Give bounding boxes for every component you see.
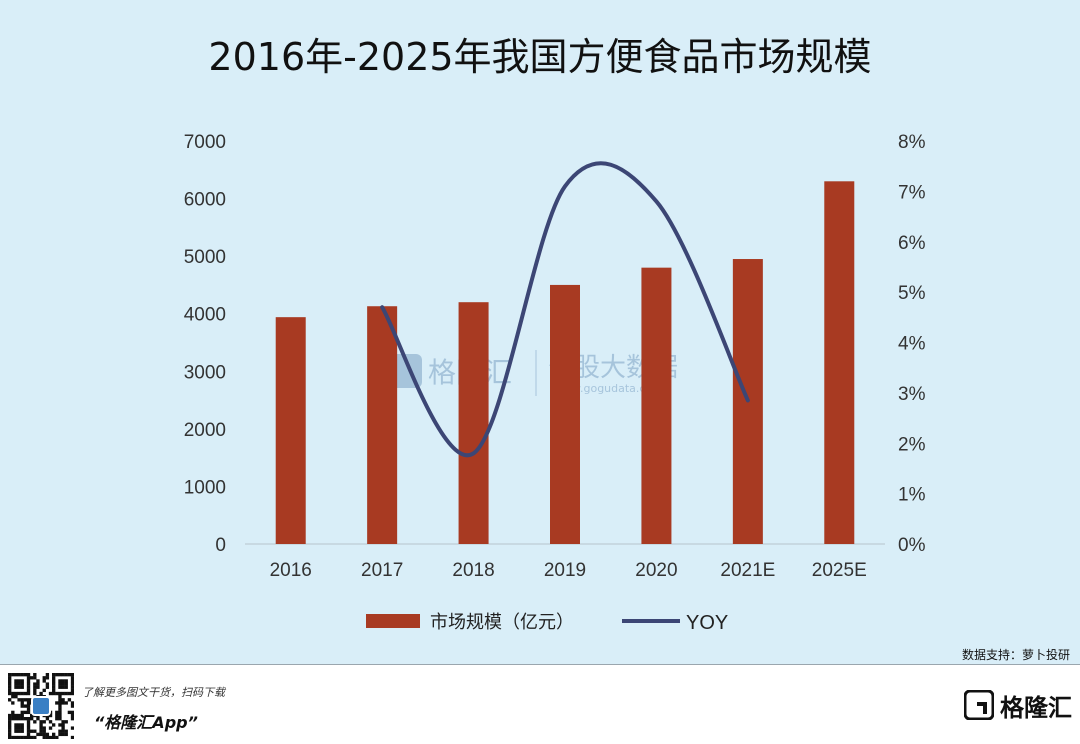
left-tick-label: 2000 xyxy=(184,420,226,441)
right-tick-label: 0% xyxy=(898,535,926,556)
left-tick-label: 3000 xyxy=(184,362,226,383)
left-tick-label: 5000 xyxy=(184,247,226,268)
legend-line-label: YOY xyxy=(686,612,728,634)
chart-area: 2016年-2025年我国方便食品市场规模 格隆汇 勾股大数据 www.gogu… xyxy=(183,35,926,634)
right-tick-label: 3% xyxy=(898,384,926,405)
divider xyxy=(0,664,1080,665)
right-tick-label: 2% xyxy=(898,434,926,455)
right-tick-label: 6% xyxy=(898,233,926,254)
left-tick-label: 7000 xyxy=(184,132,226,153)
right-tick-label: 1% xyxy=(898,485,926,506)
source-note: 数据支持：萝卜投研 xyxy=(961,648,1070,662)
right-tick-label: 5% xyxy=(898,283,926,304)
footer: 了解更多图文干货，扫码下载 “格隆汇App” 格隆汇 xyxy=(0,665,1080,744)
bars xyxy=(275,181,855,545)
left-tick-label: 0 xyxy=(215,535,226,556)
left-tick-label: 1000 xyxy=(184,477,226,498)
left-tick-label: 6000 xyxy=(184,190,226,211)
x-tick-label: 2020 xyxy=(635,560,677,581)
left-tick-label: 4000 xyxy=(184,305,226,326)
brand-logo-icon xyxy=(964,690,994,720)
legend: 市场规模（亿元） YOY xyxy=(366,612,728,634)
bar xyxy=(458,302,489,544)
qr-code-icon xyxy=(8,673,74,739)
watermark-url: www.gogudata.com xyxy=(554,382,663,395)
footer-app-name: “格隆汇App” xyxy=(94,713,198,732)
bar xyxy=(641,267,672,544)
x-tick-label: 2018 xyxy=(452,560,494,581)
x-tick-label: 2021E xyxy=(720,560,775,581)
chart-title: 2016年-2025年我国方便食品市场规模 xyxy=(208,35,872,79)
x-axis: 2016 2017 2018 2019 2020 2021E 2025E xyxy=(270,560,867,581)
legend-bar-swatch xyxy=(366,614,420,628)
yoy-line xyxy=(380,161,750,458)
x-tick-label: 2019 xyxy=(544,560,586,581)
right-tick-label: 4% xyxy=(898,334,926,355)
right-axis: 0% 1% 2% 3% 4% 5% 6% 7% 8% xyxy=(898,132,926,556)
x-tick-label: 2016 xyxy=(270,560,312,581)
right-tick-label: 7% xyxy=(898,182,926,203)
chart: 0 1000 2000 3000 4000 5000 6000 7000 0% 1% 2% 3% 4%… xyxy=(184,132,926,634)
footer-promo: 了解更多图文干货，扫码下载 xyxy=(82,686,225,699)
left-axis: 0 1000 2000 3000 4000 5000 6000 7000 xyxy=(184,132,226,556)
x-tick-label: 2025E xyxy=(812,560,867,581)
bar xyxy=(367,306,398,544)
right-tick-label: 8% xyxy=(898,132,926,153)
brand-name: 格隆汇 xyxy=(1000,693,1072,722)
legend-bar-label: 市场规模（亿元） xyxy=(430,612,574,633)
bar xyxy=(550,284,580,544)
bar xyxy=(824,181,855,545)
bar xyxy=(275,317,306,544)
brand-logo: 格隆汇 xyxy=(964,689,1072,722)
x-tick-label: 2017 xyxy=(361,560,403,581)
